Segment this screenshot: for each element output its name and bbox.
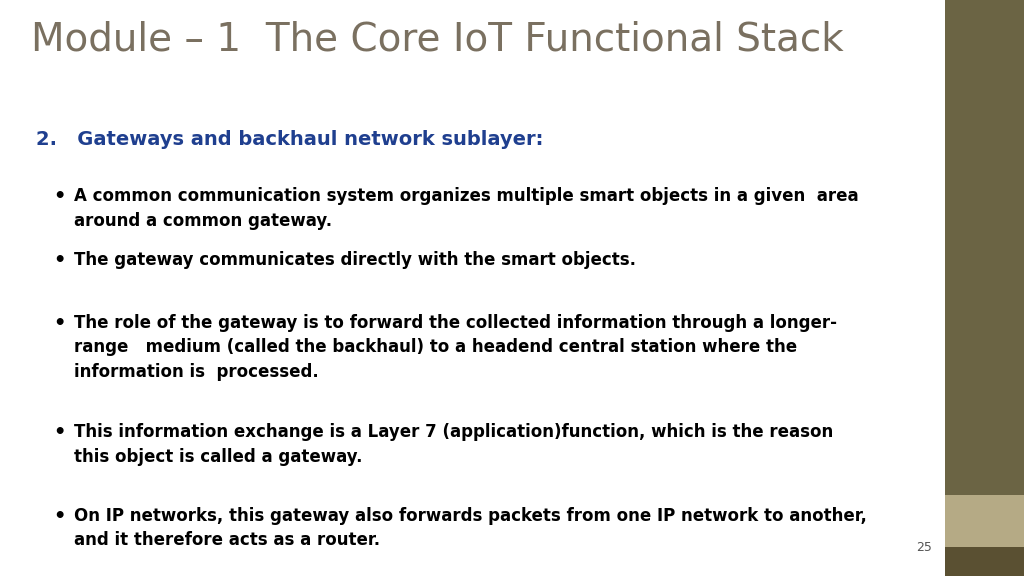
Text: •: •: [53, 251, 66, 270]
Text: •: •: [53, 507, 66, 526]
Text: On IP networks, this gateway also forwards packets from one IP network to anothe: On IP networks, this gateway also forwar…: [74, 507, 866, 549]
Text: 2.   Gateways and backhaul network sublayer:: 2. Gateways and backhaul network sublaye…: [36, 130, 543, 149]
Text: Module – 1  The Core IoT Functional Stack: Module – 1 The Core IoT Functional Stack: [31, 20, 844, 58]
Text: The role of the gateway is to forward the collected information through a longer: The role of the gateway is to forward th…: [74, 314, 837, 381]
Text: •: •: [53, 314, 66, 333]
Text: This information exchange is a Layer 7 (application)function, which is the reaso: This information exchange is a Layer 7 (…: [74, 423, 833, 465]
Text: A common communication system organizes multiple smart objects in a given  area
: A common communication system organizes …: [74, 187, 858, 229]
Text: The gateway communicates directly with the smart objects.: The gateway communicates directly with t…: [74, 251, 636, 268]
Text: 25: 25: [915, 541, 932, 554]
Text: •: •: [53, 187, 66, 206]
Text: •: •: [53, 423, 66, 442]
